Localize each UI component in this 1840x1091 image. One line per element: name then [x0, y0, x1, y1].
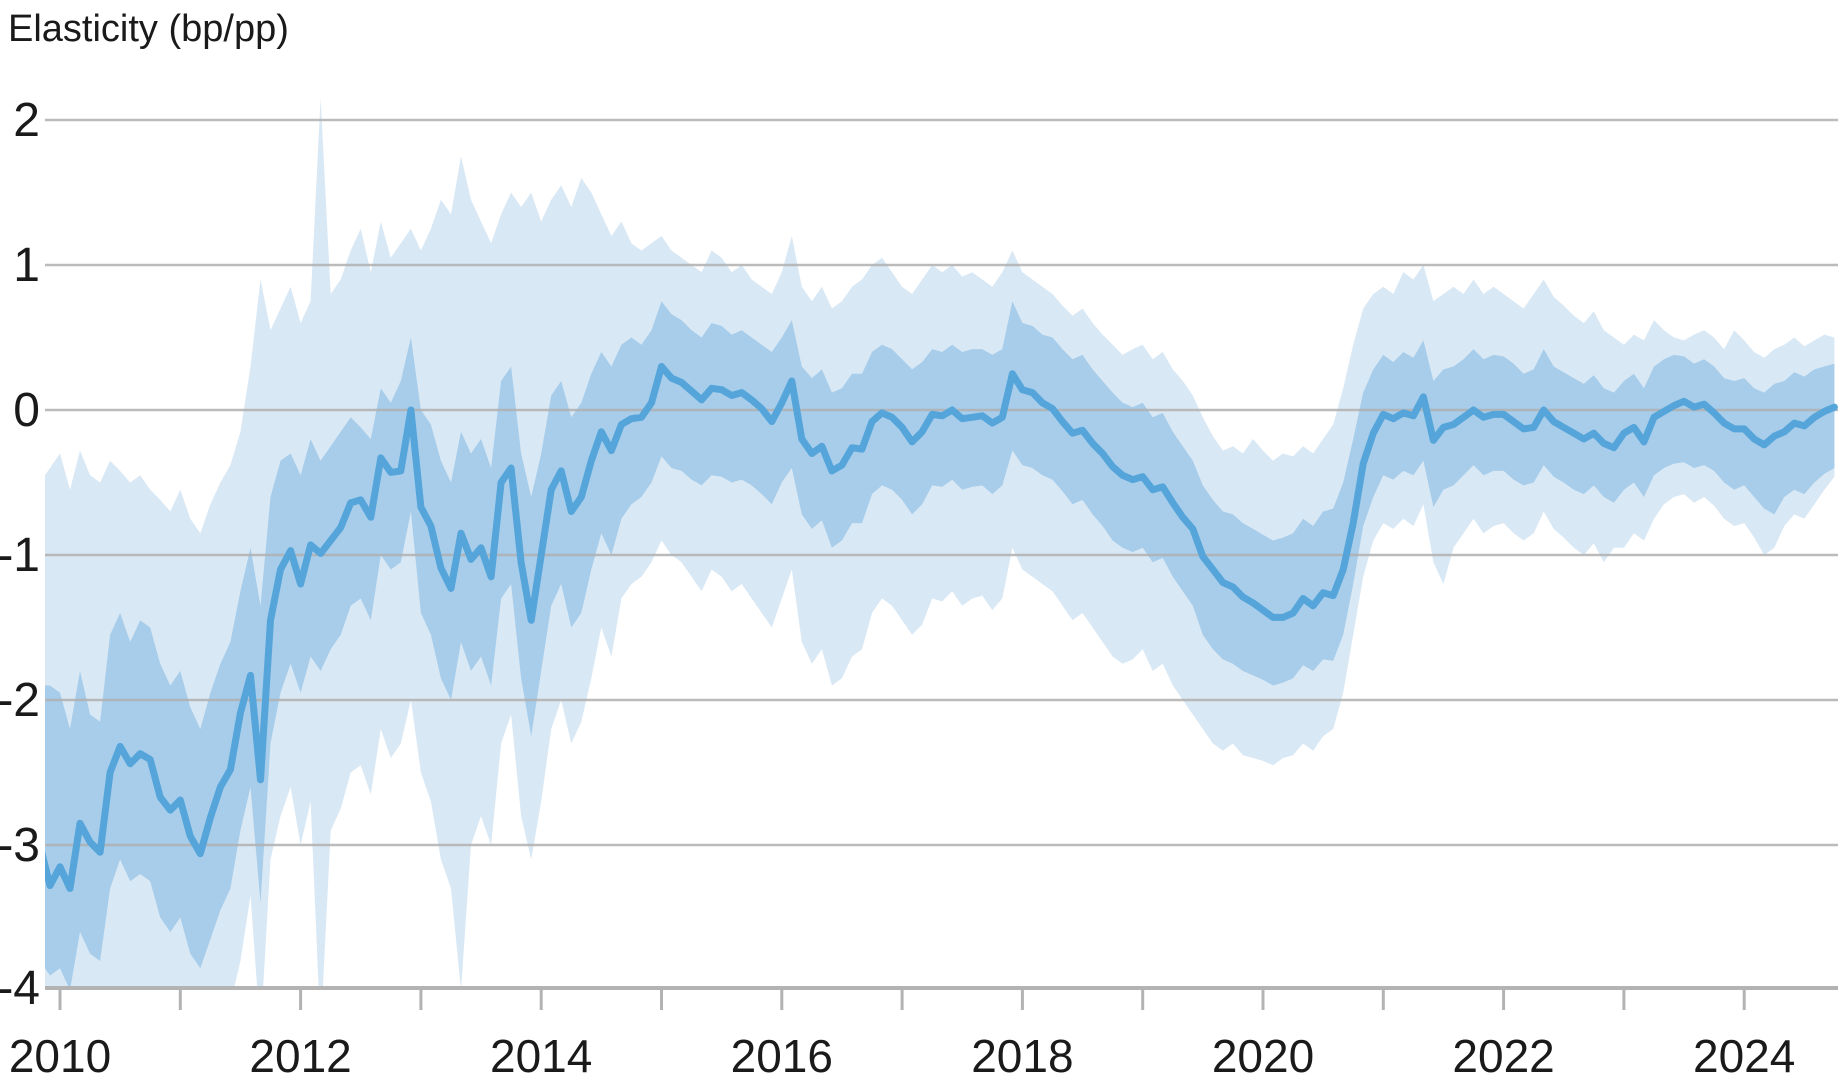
y-axis-label--4: -4: [0, 962, 40, 1015]
x-axis-label-2018: 2018: [971, 1030, 1073, 1082]
y-axis-label--1: -1: [0, 529, 40, 582]
y-axis-label--3: -3: [0, 819, 40, 872]
inner-confidence-band: [45, 301, 1835, 988]
x-axis-label-2016: 2016: [731, 1030, 833, 1082]
y-axis-label-1: 1: [13, 239, 40, 292]
y-axis-label-2: 2: [13, 94, 40, 147]
confidence-bands: [45, 98, 1835, 988]
x-axis-label-2024: 2024: [1693, 1030, 1795, 1082]
x-axis-label-2010: 2010: [9, 1030, 111, 1082]
y-axis-labels: 2 1 0 -1 -2 -3 -4: [0, 94, 40, 1015]
x-axis-label-2022: 2022: [1452, 1030, 1554, 1082]
x-axis-label-2014: 2014: [490, 1030, 592, 1082]
center-line-group: [45, 363, 1838, 892]
outer-confidence-band: [45, 98, 1835, 988]
x-axis: [45, 986, 1838, 1010]
gridlines: [45, 118, 1838, 847]
y-axis-label--2: -2: [0, 674, 40, 727]
y-axis-label-0: 0: [13, 384, 40, 437]
x-axis-labels: 2010 2012 2014 2016 2018 2020 2022 2024: [9, 1030, 1796, 1082]
x-axis-label-2012: 2012: [249, 1030, 351, 1082]
median-line: [45, 363, 1838, 892]
x-axis-label-2020: 2020: [1212, 1030, 1314, 1082]
chart-title: Elasticity (bp/pp): [8, 8, 289, 50]
